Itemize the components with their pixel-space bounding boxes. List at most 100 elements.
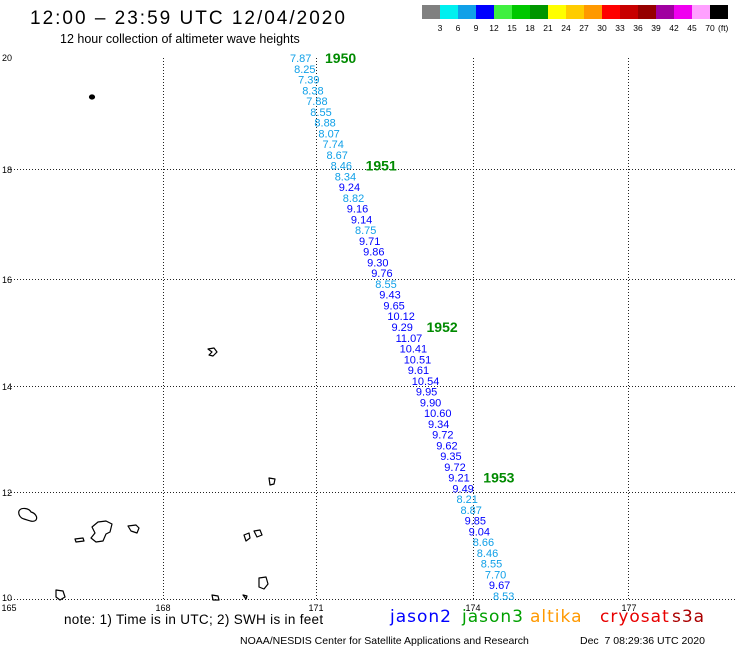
legend-swatch — [710, 5, 728, 19]
swh-value: 9.71 — [359, 236, 380, 248]
swh-value: 10.12 — [387, 311, 415, 323]
legend-swatch — [638, 5, 656, 19]
legend-tick-label: 70 — [705, 23, 715, 33]
lon-tick-label: 165 — [1, 603, 16, 613]
page-title: 12:00 – 23:59 UTC 12/04/2020 — [30, 8, 347, 29]
page-subtitle: 12 hour collection of altimeter wave hei… — [60, 32, 300, 46]
swh-value: 7.87 — [290, 53, 311, 65]
swh-value: 9.90 — [420, 397, 441, 409]
swh-value: 8.55 — [310, 107, 331, 119]
legend-swatch — [674, 5, 692, 19]
swh-value: 10.54 — [412, 376, 440, 388]
pass-time-label: 1950 — [325, 50, 356, 66]
legend-swatch — [692, 5, 710, 19]
lat-axis: 20 18 16 14 12 10 — [2, 53, 12, 603]
swh-value: 8.66 — [473, 537, 494, 549]
swh-value: 9.43 — [379, 290, 400, 302]
swh-value: 9.35 — [440, 451, 461, 463]
swh-value: 10.51 — [404, 354, 432, 366]
island — [74, 537, 85, 543]
satellite-label-jason3: jason3 — [462, 607, 524, 627]
island — [127, 524, 140, 534]
lon-tick-label: 171 — [308, 603, 323, 613]
swh-value: 9.76 — [371, 268, 392, 280]
legend-tick-label: 33 — [615, 23, 625, 33]
lat-tick-label: 10 — [2, 593, 12, 603]
legend-tick-label: 12 — [489, 23, 499, 33]
lon-tick-label: 177 — [621, 603, 636, 613]
pass-time-label: 1952 — [427, 319, 458, 335]
swh-value: 8.75 — [355, 225, 376, 237]
legend-tick-label: 3 — [438, 23, 443, 33]
legend-swatch — [548, 5, 566, 19]
pass-time-label: 1953 — [483, 470, 514, 486]
legend-tick-label: 18 — [525, 23, 535, 33]
lat-tick-label: 16 — [2, 275, 12, 285]
swh-value: 10.41 — [400, 344, 428, 356]
island — [258, 576, 269, 590]
island — [55, 589, 66, 601]
swh-value: 9.30 — [367, 257, 388, 269]
lon-tick-label: 168 — [155, 603, 170, 613]
legend-swatch — [458, 5, 476, 19]
swh-value: 7.39 — [298, 75, 319, 87]
legend-tick-label: 21 — [543, 23, 553, 33]
graticule — [8, 58, 735, 600]
legend-swatch — [476, 5, 494, 19]
swh-value: 9.49 — [452, 483, 473, 495]
lat-tick-label: 18 — [2, 165, 12, 175]
swh-value: 10.60 — [424, 408, 452, 420]
swh-value: 9.34 — [428, 419, 449, 431]
swh-value: 8.55 — [481, 559, 502, 571]
legend-swatch — [620, 5, 638, 19]
lat-tick-label: 14 — [2, 382, 12, 392]
swh-value: 8.67 — [327, 150, 348, 162]
legend-swatch — [602, 5, 620, 19]
islands — [18, 94, 276, 601]
legend-swatch — [656, 5, 674, 19]
swh-value: 9.72 — [432, 430, 453, 442]
legend-tick-label: 15 — [507, 23, 517, 33]
pass-time-label: 1951 — [366, 158, 397, 174]
color-legend: (ft) 3 6 9 12 15 18 21 24 27 30 33 36 39 42 45 70 — [422, 5, 729, 33]
island — [242, 594, 248, 600]
lat-tick-label: 12 — [2, 488, 12, 498]
legend-swatch — [440, 5, 458, 19]
swh-value: 8.38 — [302, 85, 323, 97]
satellite-label-jason2: jason2 — [390, 607, 452, 627]
legend-swatch — [530, 5, 548, 19]
legend-unit-label: (ft) — [718, 23, 729, 33]
swh-value: 9.95 — [416, 387, 437, 399]
island — [207, 347, 218, 357]
legend-swatch — [422, 5, 440, 19]
swh-value: 8.87 — [461, 505, 482, 517]
legend-tick-label: 9 — [474, 23, 479, 33]
swh-value: 8.88 — [314, 118, 335, 130]
legend-tick-label: 6 — [456, 23, 461, 33]
swh-value: 8.46 — [331, 161, 352, 173]
swh-value: 9.72 — [444, 462, 465, 474]
lat-tick-label: 20 — [2, 53, 12, 63]
legend-tick-label: 27 — [579, 23, 589, 33]
legend-tick-label: 36 — [633, 23, 643, 33]
legend-tick-label: 42 — [669, 23, 679, 33]
satellite-label-altika: altika — [530, 607, 583, 627]
swh-value: 11.07 — [396, 333, 423, 345]
island — [268, 477, 276, 486]
swh-value: 9.24 — [339, 182, 360, 194]
legend-tick-label: 45 — [687, 23, 697, 33]
credit-line: NOAA/NESDIS Center for Satellite Applica… — [240, 635, 529, 647]
altimeter-track: 7.87 19508.257.398.387.888.558.888.077.74… — [290, 50, 515, 603]
swh-value: 8.07 — [318, 128, 339, 140]
swh-value: 8.34 — [335, 171, 356, 183]
swh-value: 9.85 — [465, 516, 486, 528]
swh-value: 9.29 — [392, 322, 413, 334]
satellite-label-cryosat: cryosat — [600, 607, 670, 627]
legend-swatch — [566, 5, 584, 19]
swh-value: 9.21 — [448, 473, 469, 485]
legend-tick-label: 39 — [651, 23, 661, 33]
island — [88, 94, 96, 100]
swh-value: 9.62 — [436, 440, 457, 452]
